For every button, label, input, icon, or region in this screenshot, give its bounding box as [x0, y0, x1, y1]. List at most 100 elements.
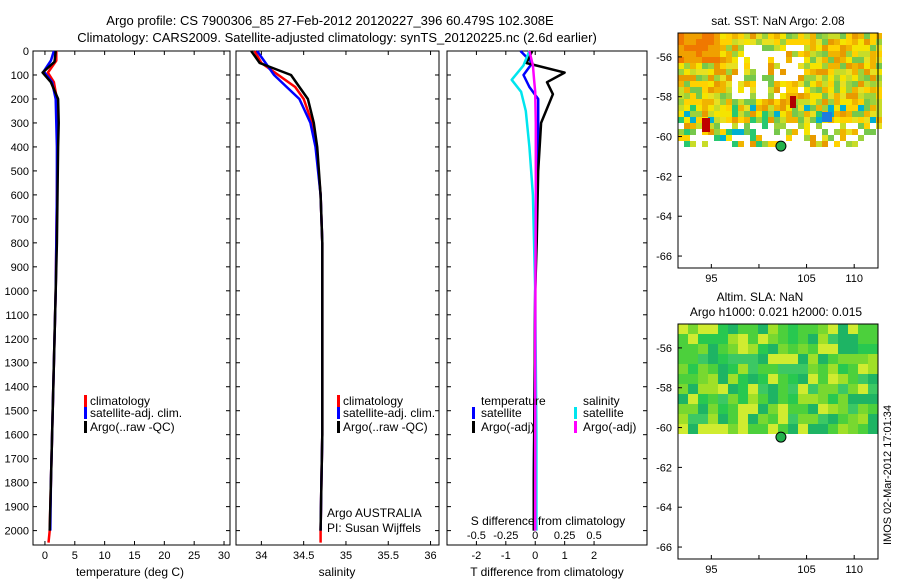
sst-cell: [786, 87, 792, 93]
sla-cell: [758, 394, 768, 404]
sst-cell: [702, 33, 708, 39]
depth-axis: 0 100 200 300 400 500 600 700 800 900 1000 1100 1200…: [5, 46, 230, 538]
sst-cell: [780, 99, 786, 105]
sst-cell: [828, 87, 834, 93]
sst-cell: [762, 39, 768, 45]
sst-cell: [816, 39, 822, 45]
sla-cell: [678, 374, 688, 384]
sst-cell: [798, 99, 804, 105]
sst-cell: [870, 99, 876, 105]
sst-cell: [828, 75, 834, 81]
sst-cell: [684, 81, 690, 87]
sst-cell: [732, 105, 738, 111]
sst-cell: [870, 33, 876, 39]
sla-cell: [818, 354, 828, 364]
sst-cell: [762, 33, 768, 39]
sst-cell: [852, 33, 858, 39]
sst-cell: [804, 93, 810, 99]
sst-cell: [762, 111, 768, 117]
sst-cell: [690, 39, 696, 45]
sst-cell: [864, 117, 870, 123]
sst-cell: [714, 87, 720, 93]
sla-cell: [738, 384, 748, 394]
sst-cell: [756, 135, 762, 141]
sst-cell: [762, 141, 768, 147]
sst-cell: [810, 141, 816, 147]
map-lon-label: 105: [797, 273, 815, 285]
sst-cell: [744, 99, 750, 105]
sst-cell: [822, 45, 828, 51]
sst-cell: [678, 45, 684, 51]
sst-cell: [864, 99, 870, 105]
legend-title-temperature: temperature: [481, 394, 546, 408]
sst-cell: [846, 117, 852, 123]
sst-cell: [798, 93, 804, 99]
sst-cell: [864, 111, 870, 117]
legend-label-salinity-argo: Argo(-adj): [583, 420, 636, 434]
x-tick-label: 35: [340, 550, 352, 562]
sst-cell: [870, 57, 876, 63]
sst-cell: [678, 69, 684, 75]
sla-map-frame: [677, 323, 879, 560]
sst-cell: [690, 63, 696, 69]
sst-cell: [804, 99, 810, 105]
sla-cell: [828, 334, 838, 344]
sst-cell: [732, 33, 738, 39]
sla-cell: [728, 424, 738, 434]
s-tick-label: 0: [532, 530, 538, 542]
sst-cell: [696, 117, 702, 123]
sst-cell: [852, 141, 858, 147]
sst-cell: [852, 57, 858, 63]
x-tick-label: 2: [591, 550, 597, 562]
sla-cell: [678, 344, 688, 354]
sst-cell: [684, 51, 690, 57]
sst-cell: [780, 69, 786, 75]
sst-cell: [870, 51, 876, 57]
sst-cell: [804, 129, 810, 135]
sst-cell: [774, 111, 780, 117]
depth-tick-label: 1600: [5, 430, 29, 442]
sla-cell: [788, 354, 798, 364]
sst-cell: [720, 117, 726, 123]
sla-cell: [748, 364, 758, 374]
sst-cell: [720, 33, 726, 39]
difference-legend: temperature salinity satellite Argo(-adj…: [472, 394, 636, 434]
sst-cell: [678, 135, 684, 141]
sst-cell: [834, 51, 840, 57]
salinity-xlabel: salinity: [319, 565, 356, 579]
sla-cell: [828, 394, 838, 404]
salinity-axes-frame: [235, 50, 440, 546]
sst-cell: [744, 111, 750, 117]
sst-cell: [696, 45, 702, 51]
sst-cell: [876, 57, 882, 63]
sst-cell: [726, 93, 732, 99]
sst-cell: [738, 111, 744, 117]
sla-cell: [838, 354, 848, 364]
depth-tick-label: 1900: [5, 502, 29, 514]
sst-cell: [816, 123, 822, 129]
sst-cell: [786, 105, 792, 111]
sst-cell: [810, 57, 816, 63]
sst-cell: [726, 135, 732, 141]
legend-swatch-satellite: [337, 407, 340, 419]
sst-cell: [792, 111, 798, 117]
sst-cell: [786, 93, 792, 99]
sla-cell: [718, 354, 728, 364]
sst-cell: [708, 63, 714, 69]
sla-cell: [868, 424, 878, 434]
sla-cell: [738, 334, 748, 344]
depth-tick-label: 600: [11, 190, 29, 202]
sla-cell: [738, 424, 748, 434]
sst-cell: [756, 111, 762, 117]
sla-cell: [788, 334, 798, 344]
sst-cell: [678, 117, 684, 123]
sla-cell: [748, 394, 758, 404]
sst-cell: [864, 81, 870, 87]
sla-cell: [778, 384, 788, 394]
sst-cell: [816, 93, 822, 99]
sst-cell: [714, 69, 720, 75]
sst-cell: [870, 117, 876, 123]
sla-cell: [758, 404, 768, 414]
sst-cell: [738, 81, 744, 87]
map-lat-label: -60: [656, 423, 672, 435]
